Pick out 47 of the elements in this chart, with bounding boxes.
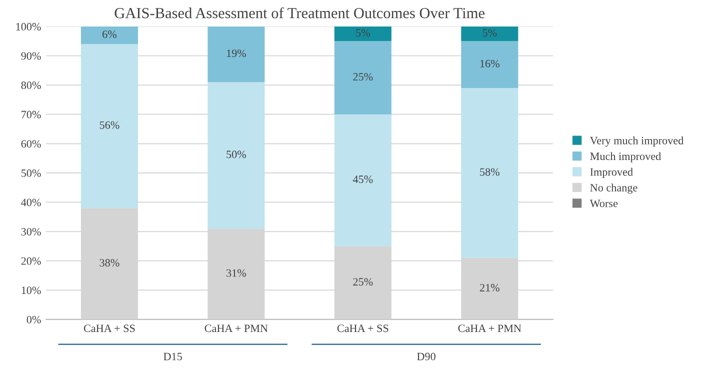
data-label: 38% xyxy=(100,259,120,267)
data-label: 16% xyxy=(480,60,500,68)
data-label: 58% xyxy=(480,168,500,176)
bar xyxy=(208,26,265,82)
data-label: 45% xyxy=(352,176,373,184)
y-tick-label: 50% xyxy=(22,169,41,177)
bar xyxy=(461,26,518,42)
data-label: 25% xyxy=(353,278,373,286)
y-tick-label: 20% xyxy=(21,257,41,265)
data-label: 5% xyxy=(356,29,370,37)
bar xyxy=(461,41,518,88)
y-tick-label: 90% xyxy=(21,52,41,60)
y-tick-label: 40% xyxy=(21,198,41,206)
data-label: 5% xyxy=(482,29,497,37)
legend-label: Very much improved xyxy=(590,136,684,147)
bar xyxy=(80,44,138,208)
y-tick-label: 70% xyxy=(22,110,41,118)
data-label: 25% xyxy=(353,73,373,81)
x-tick-label: CaHA + PMN xyxy=(204,324,268,332)
bar xyxy=(461,88,518,258)
data-label: 50% xyxy=(226,150,246,158)
y-tick-label: 80% xyxy=(21,82,41,90)
bar xyxy=(334,114,392,246)
y-tick-label: 100% xyxy=(16,22,41,30)
x-tick-label: CaHA + PMN xyxy=(458,324,522,332)
data-label: 56% xyxy=(100,121,120,129)
x-tick-label: CaHA + SS xyxy=(337,324,388,332)
text: D15 xyxy=(164,352,182,360)
data-label: 31% xyxy=(226,269,246,277)
y-tick-label: 0% xyxy=(26,316,41,324)
data-label: 21% xyxy=(480,284,500,292)
data-label: 6% xyxy=(102,30,116,38)
legend-label: Much improved xyxy=(590,152,661,162)
text: D90 xyxy=(417,352,436,360)
bar xyxy=(334,41,392,114)
bar xyxy=(80,26,138,44)
legend-label: No change xyxy=(590,184,638,194)
y-tick-label: 10% xyxy=(22,286,41,294)
legend-label: Improved xyxy=(590,168,633,178)
chart-title: GAIS-Based Assessment of Treatment Outcomes Over Time xyxy=(114,7,484,18)
legend-label: Worse xyxy=(590,200,618,208)
bar xyxy=(208,82,265,229)
x-tick-label: CaHA + SS xyxy=(84,324,135,332)
data-label: 19% xyxy=(226,50,246,58)
bar xyxy=(334,26,392,42)
y-tick-label: 30% xyxy=(21,228,41,236)
y-tick-label: 60% xyxy=(21,140,41,148)
